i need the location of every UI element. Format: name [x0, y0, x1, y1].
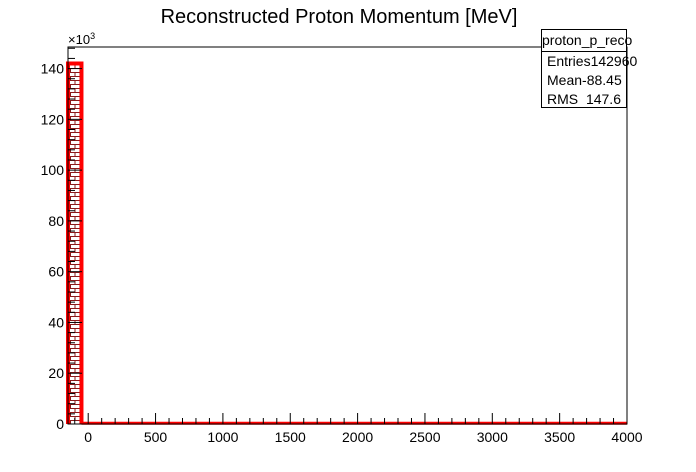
stats-label-mean: Mean [547, 72, 583, 88]
stats-row-rms: RMS 147.6 [542, 90, 626, 109]
y-tick-label: 120 [41, 111, 65, 127]
x-axis: 0 500 1000 1500 2000 2500 3000 3500 4000 [74, 413, 643, 445]
x-tick-label: 3000 [477, 429, 508, 445]
y-tick-label: 0 [56, 416, 64, 432]
x-tick-label: 500 [144, 429, 168, 445]
stats-title: proton_p_reco [542, 30, 632, 52]
y-tick-label: 40 [48, 314, 64, 330]
histogram-bars [66, 61, 628, 425]
x-tick-label: 1000 [207, 429, 238, 445]
y-multiplier-base: ×10 [68, 32, 90, 47]
x-tick-label: 0 [84, 429, 92, 445]
stats-row-entries: Entries 142960 [542, 52, 637, 71]
y-tick-label: 80 [48, 213, 64, 229]
stats-value-rms: 147.6 [585, 91, 621, 107]
y-tick-label: 20 [48, 365, 64, 381]
stats-label-rms: RMS [547, 91, 579, 107]
x-tick-label: 2500 [409, 429, 440, 445]
plot-frame [67, 46, 628, 425]
y-tick-label: 60 [48, 264, 64, 280]
x-tick-label: 4000 [611, 429, 642, 445]
y-tick-label: 140 [41, 61, 65, 77]
stats-box: proton_p_reco Entries 142960 Mean -88.45… [541, 29, 637, 109]
y-tick-label: 100 [41, 162, 65, 178]
y-axis: 0 20 40 60 80 100 120 140 [41, 47, 82, 432]
stats-value-entries: 142960 [590, 53, 638, 69]
y-multiplier-exponent: 3 [90, 31, 95, 41]
x-tick-label: 1500 [275, 429, 306, 445]
chart-title: Reconstructed Proton Momentum [MeV] [161, 6, 518, 28]
stats-row-mean: Mean -88.45 [542, 71, 626, 90]
stats-value-mean: -88.45 [582, 72, 622, 88]
y-multiplier-label: ×103 [68, 31, 95, 47]
histogram-bar [68, 63, 82, 425]
stats-label-entries: Entries [547, 53, 591, 69]
x-tick-label: 3500 [544, 429, 575, 445]
x-tick-label: 2000 [342, 429, 373, 445]
